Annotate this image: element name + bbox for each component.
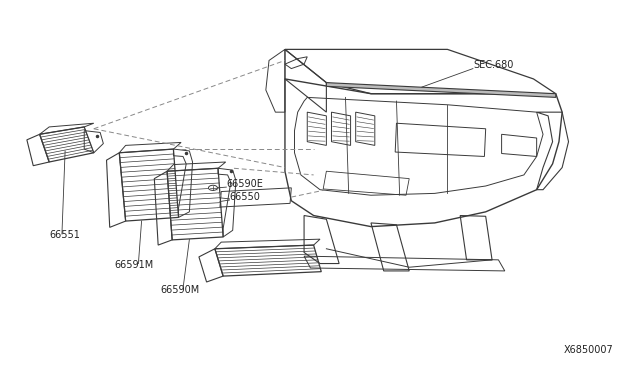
Text: 66551: 66551 — [49, 230, 80, 240]
Text: SEC.680: SEC.680 — [473, 60, 513, 70]
Circle shape — [209, 185, 218, 190]
Polygon shape — [326, 83, 556, 97]
Text: 66590E: 66590E — [227, 179, 263, 189]
Text: 66591M: 66591M — [115, 260, 154, 270]
Text: 66590M: 66590M — [161, 285, 200, 295]
Text: X6850007: X6850007 — [563, 345, 613, 355]
Text: 66550: 66550 — [230, 192, 260, 202]
